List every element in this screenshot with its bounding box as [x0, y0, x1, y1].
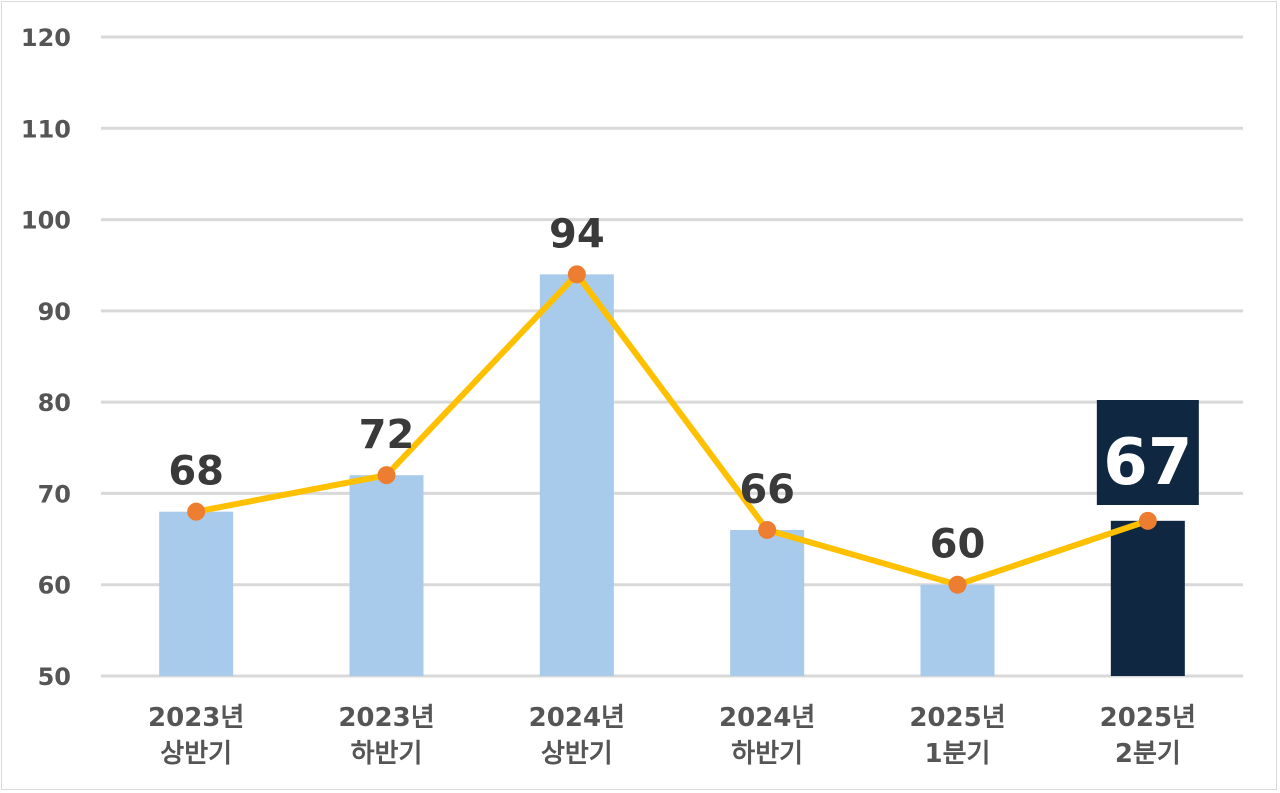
- x-tick-label: 2023년 하반기: [338, 703, 434, 769]
- y-tick-label: 70: [38, 480, 71, 508]
- x-tick-label: 2025년 2분기: [1100, 703, 1196, 769]
- x-tick-label: 2025년 1분기: [909, 703, 1005, 769]
- data-label: 60: [930, 522, 986, 568]
- bar: [1110, 520, 1185, 676]
- line-marker: [377, 466, 396, 485]
- line-marker: [567, 265, 586, 284]
- data-label: 94: [549, 211, 605, 257]
- x-tick-label: 2024년 하반기: [719, 703, 815, 769]
- y-tick-label: 110: [21, 115, 71, 143]
- series-line: [195, 271, 1149, 588]
- line-marker: [187, 502, 206, 521]
- y-tick-label: 120: [21, 24, 71, 52]
- line-marker: [758, 520, 777, 539]
- y-tick-label: 60: [38, 572, 71, 600]
- y-tick-label: 100: [21, 207, 71, 235]
- y-tick-label: 80: [38, 389, 71, 417]
- bar: [539, 274, 614, 676]
- y-tick-label: 50: [38, 663, 71, 691]
- x-tick-label: 2023년 상반기: [148, 703, 244, 769]
- bar: [920, 584, 995, 676]
- data-label: 66: [739, 467, 795, 513]
- bar: [159, 511, 234, 676]
- y-tick-label: 90: [38, 298, 71, 326]
- x-tick-label: 2024년 상반기: [529, 703, 625, 769]
- data-label: 67: [1103, 426, 1192, 500]
- highlight-label-box: [1096, 400, 1199, 505]
- data-label: 72: [359, 412, 415, 458]
- line-marker: [1138, 511, 1157, 530]
- bar: [730, 529, 805, 676]
- line-marker: [948, 575, 967, 594]
- bar: [349, 475, 424, 676]
- data-label: 68: [168, 449, 224, 495]
